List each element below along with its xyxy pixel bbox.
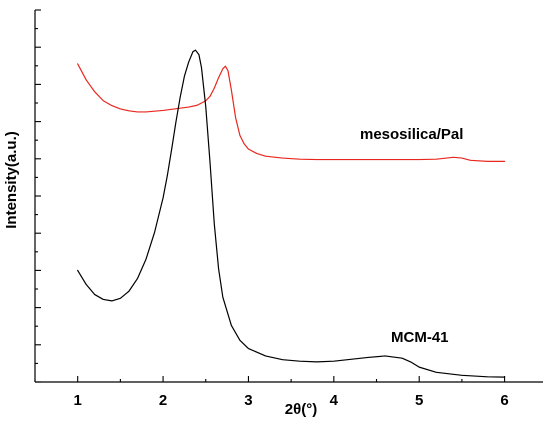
mesosilica-pal-line bbox=[77, 63, 506, 162]
x-axis-ticks bbox=[34, 376, 506, 382]
x-tick-label: 6 bbox=[500, 392, 508, 409]
y-axis-ticks bbox=[35, 9, 41, 383]
series-label-mcm41: MCM-41 bbox=[391, 329, 449, 346]
x-tick-label: 3 bbox=[244, 392, 252, 409]
axes bbox=[34, 10, 543, 383]
x-axis-title: 2θ(°) bbox=[285, 401, 317, 418]
x-axis-tick-labels: 1 2 3 4 5 6 bbox=[74, 392, 509, 409]
mcm41-line bbox=[77, 49, 506, 378]
series-group bbox=[77, 49, 506, 378]
y-axis-title: Intensity(a.u.) bbox=[3, 131, 20, 229]
x-tick-label: 5 bbox=[415, 392, 423, 409]
x-tick-label: 4 bbox=[330, 392, 339, 409]
x-tick-label: 1 bbox=[74, 392, 82, 409]
x-tick-label: 2 bbox=[159, 392, 167, 409]
series-label-mesosilica-pal: mesosilica/Pal bbox=[360, 126, 463, 143]
